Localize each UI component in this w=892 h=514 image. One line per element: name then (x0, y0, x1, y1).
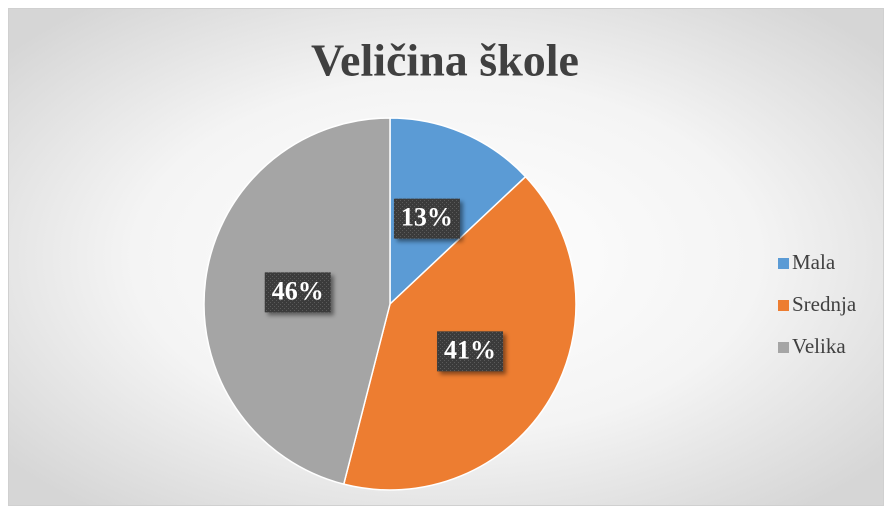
legend-label: Srednja (792, 292, 857, 316)
data-label: 41% (444, 335, 496, 364)
legend-label: Mala (792, 250, 836, 274)
data-label-box (264, 272, 331, 313)
legend-swatch (778, 342, 789, 353)
legend-swatch (778, 258, 789, 269)
data-label: 46% (272, 276, 324, 305)
data-label-box (437, 331, 504, 372)
legend-swatch (778, 300, 789, 311)
data-label-box (393, 198, 460, 239)
chart-title: Veličina škole (311, 35, 579, 86)
legend-label: Velika (792, 334, 846, 358)
data-label: 13% (401, 203, 453, 232)
